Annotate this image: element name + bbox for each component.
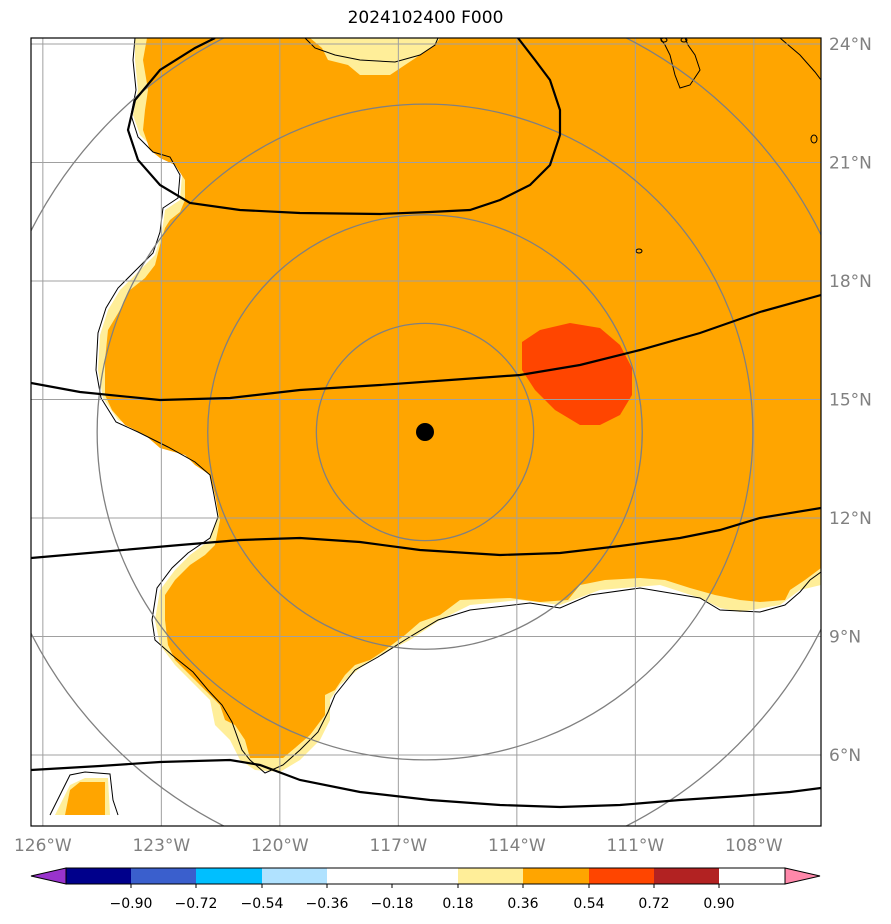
colorbar-tick-label: −0.90 — [110, 896, 153, 912]
colorbar-segment — [458, 868, 523, 884]
colorbar-tick-label: 0.54 — [573, 896, 604, 912]
latitude-tick-label: 18°N — [829, 272, 872, 292]
outline-islet-top1 — [660, 38, 668, 43]
longitude-tick-label: 114°W — [488, 836, 546, 856]
contour-line-mid — [31, 293, 821, 402]
outline-contour — [95, 38, 821, 774]
colorbar-tick-label: −0.36 — [306, 896, 349, 912]
colorbar-extend-low — [30, 867, 67, 885]
outline-islet-ne — [659, 38, 701, 89]
colorbar-extend-high — [784, 867, 821, 885]
contour-line-south — [31, 506, 821, 560]
storm-center-marker — [416, 423, 434, 441]
latitude-tick-label: 12°N — [829, 509, 872, 529]
colorbar-tick-label: 0.90 — [703, 896, 734, 912]
colorbar-segment — [196, 868, 262, 884]
range-ring — [96, 103, 754, 761]
outline-island — [49, 771, 119, 816]
latitude-tick-label: 15°N — [829, 391, 872, 411]
longitude-tick-label: 120°W — [251, 836, 309, 856]
colorbar-segment — [131, 868, 196, 884]
outline-islet-top2 — [680, 38, 688, 43]
anomaly-fill-036-054 — [105, 38, 821, 758]
latitude-tick-label: 21°N — [829, 154, 872, 174]
colorbar-tick-label: 0.18 — [442, 896, 473, 912]
longitude-tick-label: 111°W — [606, 836, 664, 856]
colorbar-segment — [262, 868, 327, 884]
colorbar-segment — [327, 868, 392, 884]
colorbar-frame — [65, 867, 786, 885]
colorbar-segment — [523, 868, 589, 884]
longitude-tick-label: 108°W — [725, 836, 783, 856]
colorbar: −0.90 −0.72 −0.54 −0.36 −0.18 0.18 0.36 0.54 0.7… — [30, 867, 821, 912]
outline-edge-ne — [779, 38, 821, 81]
outline-islet-small — [810, 134, 818, 144]
longitude-labels: 126°W 123°W 120°W 117°W 114°W 111°W 108°W — [14, 836, 783, 856]
longitude-tick-label: 123°W — [132, 836, 190, 856]
colorbar-segment — [66, 868, 131, 884]
latitude-tick-label: 6°N — [829, 746, 861, 766]
colorbar-tick-label: −0.72 — [175, 896, 218, 912]
colorbar-tick-label: −0.18 — [371, 896, 414, 912]
map-title: 2024102400 F000 — [347, 8, 504, 28]
colorbar-segment — [392, 868, 458, 884]
range-ring — [315, 322, 535, 542]
graticule — [31, 38, 821, 826]
longitude-tick-label: 117°W — [369, 836, 427, 856]
colorbar-tick-label: 0.72 — [638, 896, 669, 912]
latitude-tick-label: 9°N — [829, 628, 861, 648]
colorbar-segment — [654, 868, 719, 884]
colorbar-segment — [589, 868, 654, 884]
colorbar-tick-label: −0.54 — [241, 896, 284, 912]
latitude-tick-label: 24°N — [829, 35, 872, 55]
latitude-labels: 24°N 21°N 18°N 15°N 12°N 9°N 6°N — [829, 35, 872, 766]
range-rings — [31, 38, 821, 826]
contour-line-bottom — [31, 758, 821, 809]
longitude-tick-label: 126°W — [14, 836, 72, 856]
anomaly-fill-island-core — [65, 782, 105, 815]
map-frame — [30, 37, 822, 827]
range-ring — [207, 214, 643, 650]
contour-line-north — [126, 38, 562, 216]
colorbar-tick-label: 0.36 — [507, 896, 538, 912]
outline-islet-tiny — [635, 248, 643, 254]
outline-contour-top — [304, 38, 439, 63]
